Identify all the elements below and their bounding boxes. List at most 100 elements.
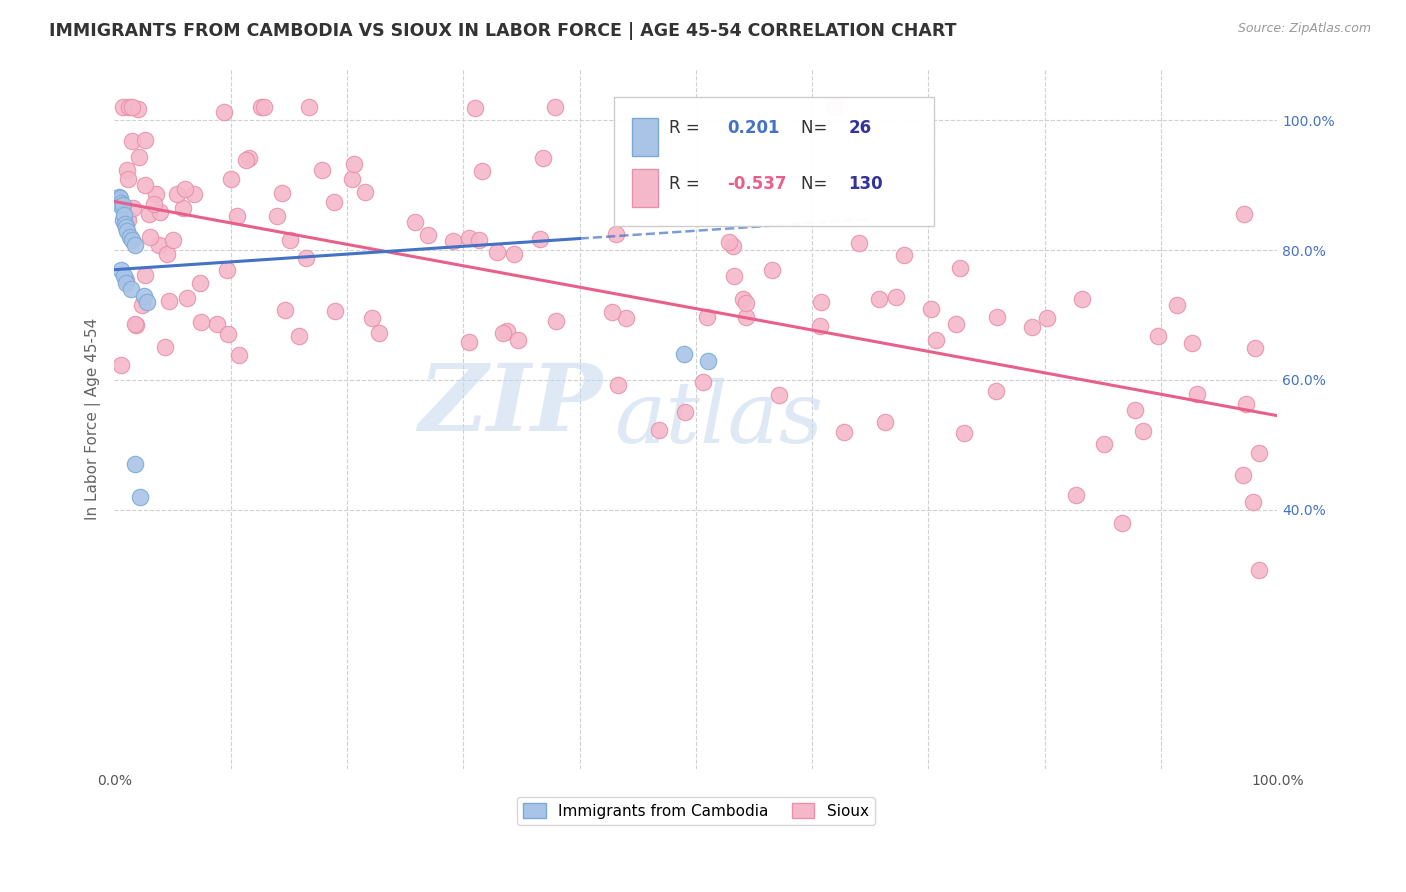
Point xyxy=(824,100,846,114)
Point xyxy=(110,199,132,213)
Point xyxy=(162,233,184,247)
Point xyxy=(614,311,637,326)
Point xyxy=(723,268,745,283)
Point xyxy=(266,209,288,223)
Point xyxy=(110,262,132,277)
Point xyxy=(138,207,160,221)
Text: Source: ZipAtlas.com: Source: ZipAtlas.com xyxy=(1237,22,1371,36)
Point xyxy=(214,104,236,119)
Point xyxy=(492,326,515,341)
Point xyxy=(731,292,754,306)
Point xyxy=(136,295,159,310)
Point xyxy=(986,310,1008,324)
Point xyxy=(111,100,134,114)
Point xyxy=(155,339,177,353)
Text: N=: N= xyxy=(800,120,832,137)
Point xyxy=(207,318,229,332)
Point xyxy=(121,201,143,215)
Text: 130: 130 xyxy=(848,175,883,194)
Point xyxy=(986,384,1008,398)
Point xyxy=(1125,402,1147,417)
Point xyxy=(107,194,129,209)
Point xyxy=(115,211,138,225)
Point xyxy=(734,296,756,310)
Point xyxy=(225,209,247,223)
Point xyxy=(124,318,146,332)
Point xyxy=(124,458,146,472)
Point xyxy=(273,303,295,318)
Point xyxy=(110,196,132,211)
Point xyxy=(832,425,855,440)
Point xyxy=(112,207,135,221)
Point xyxy=(1243,341,1265,355)
Point xyxy=(606,377,628,392)
Point xyxy=(1166,298,1188,312)
Point xyxy=(121,134,143,148)
Point xyxy=(868,292,890,306)
Point xyxy=(217,326,239,341)
Point xyxy=(108,190,131,204)
Point xyxy=(605,227,627,241)
Point xyxy=(808,319,831,334)
Point xyxy=(115,273,138,287)
Point xyxy=(134,133,156,147)
Point xyxy=(219,172,242,186)
Text: R =: R = xyxy=(669,175,706,194)
Point xyxy=(673,347,696,361)
Point xyxy=(600,305,623,319)
Point xyxy=(1249,563,1271,577)
Point xyxy=(441,234,464,248)
Point xyxy=(893,248,915,262)
Point xyxy=(723,238,745,252)
Point xyxy=(1147,329,1170,343)
Point xyxy=(143,196,166,211)
Point xyxy=(118,100,141,114)
Point xyxy=(128,149,150,163)
Text: -0.537: -0.537 xyxy=(727,175,787,194)
Point xyxy=(953,425,976,440)
Point xyxy=(1185,387,1208,401)
Point xyxy=(188,277,211,291)
Point xyxy=(156,246,179,260)
Point xyxy=(529,232,551,246)
Point xyxy=(110,358,132,372)
Point xyxy=(311,163,333,178)
Point xyxy=(1234,397,1257,411)
Point xyxy=(111,212,134,227)
Point xyxy=(734,310,756,324)
Point xyxy=(124,238,146,252)
Point xyxy=(1111,516,1133,530)
Point xyxy=(118,230,141,244)
FancyBboxPatch shape xyxy=(631,118,658,156)
Point xyxy=(531,151,554,165)
Point xyxy=(768,388,790,402)
Point xyxy=(166,186,188,201)
Point xyxy=(238,151,260,165)
Point xyxy=(1036,311,1059,326)
Point xyxy=(157,294,180,309)
Point xyxy=(873,416,896,430)
Point xyxy=(114,217,136,231)
Point xyxy=(139,230,162,244)
Text: atlas: atlas xyxy=(614,377,824,460)
Point xyxy=(110,191,132,205)
Point xyxy=(546,313,568,327)
Point xyxy=(121,100,143,114)
Point xyxy=(121,234,143,248)
Point xyxy=(110,195,132,210)
Point xyxy=(353,185,375,199)
Point xyxy=(117,171,139,186)
Point xyxy=(761,263,783,277)
Point xyxy=(228,348,250,362)
Point xyxy=(115,276,138,290)
Point xyxy=(190,315,212,329)
Point xyxy=(1232,467,1254,482)
Point xyxy=(129,490,152,504)
Point xyxy=(717,235,740,250)
Text: ZIP: ZIP xyxy=(419,359,603,450)
Point xyxy=(945,317,967,331)
Point xyxy=(149,205,172,219)
Text: N=: N= xyxy=(800,175,832,194)
Point xyxy=(131,298,153,312)
Point xyxy=(1247,446,1270,460)
